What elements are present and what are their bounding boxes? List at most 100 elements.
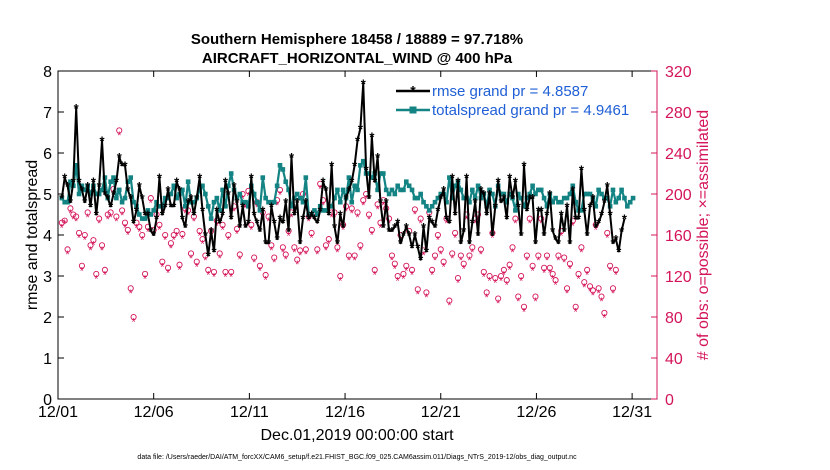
obs-assimilated-point: * <box>94 274 99 286</box>
rmse-point: * <box>608 208 614 223</box>
y-right-tick-label: 120 <box>665 269 692 286</box>
rmse-point: * <box>148 224 154 239</box>
totalspread-point <box>257 208 263 213</box>
y-left-tick-label: 2 <box>43 310 52 327</box>
obs-possible-point <box>173 227 180 234</box>
totalspread-point <box>337 199 343 205</box>
obs-assimilated-point: * <box>525 255 530 267</box>
obs-possible-point <box>417 215 424 222</box>
totalspread-point <box>303 175 309 180</box>
obs-assimilated-point: * <box>195 261 200 273</box>
obs-possible-point <box>581 279 588 286</box>
rmse-point: * <box>550 224 556 239</box>
totalspread-point <box>300 199 306 205</box>
obs-assimilated-point: * <box>192 216 197 228</box>
rmse-point: * <box>99 134 105 149</box>
rmse-point: * <box>593 220 599 235</box>
totalspread-point <box>180 187 185 193</box>
obs-possible-point <box>337 272 344 280</box>
obs-possible-point <box>216 250 223 257</box>
obs-possible-point <box>572 303 579 310</box>
totalspread-point <box>217 208 223 213</box>
rmse-point: * <box>117 150 123 165</box>
obs-assimilated-point: * <box>350 208 355 220</box>
obs-possible-point <box>193 258 200 265</box>
obs-possible-point <box>176 261 183 268</box>
obs-assimilated-point: * <box>599 296 604 308</box>
rmse-point: * <box>544 208 550 223</box>
obs-count-series: ****************************************… <box>58 127 619 329</box>
obs-assimilated-point: * <box>433 255 438 267</box>
obs-assimilated-point: * <box>108 212 113 224</box>
obs-possible-point <box>520 303 528 310</box>
rmse-point: * <box>97 179 103 194</box>
obs-assimilated-point: * <box>203 255 208 267</box>
obs-possible-point <box>90 237 97 244</box>
rmse-point: * <box>467 236 473 251</box>
rmse-point: * <box>387 224 393 239</box>
obs-possible-point <box>308 229 315 236</box>
chart-title-line1: Southern Hemisphere 18458 / 18889 = 97.7… <box>191 31 523 48</box>
obs-assimilated-point: * <box>473 218 478 230</box>
obs-assimilated-point: * <box>608 265 613 277</box>
obs-possible-point <box>555 252 562 259</box>
obs-possible-point <box>282 251 289 258</box>
totalspread-point <box>409 187 415 193</box>
obs-possible-point <box>351 252 358 259</box>
totalspread-point <box>561 195 567 201</box>
rmse-point: * <box>263 236 269 251</box>
rmse-point: * <box>137 179 143 194</box>
totalspread-point <box>122 195 128 201</box>
obs-assimilated-point: * <box>574 306 579 318</box>
obs-possible-point <box>354 209 361 216</box>
rmse-point: * <box>590 191 596 206</box>
rmse-point: * <box>539 203 545 218</box>
rmse-point: * <box>407 228 413 243</box>
obs-possible-point <box>136 223 143 230</box>
totalspread-point <box>114 195 119 201</box>
obs-possible-point <box>434 231 441 239</box>
totalspread-point <box>375 187 380 193</box>
y-right-tick-label: 0 <box>665 392 674 409</box>
rmse-point: * <box>309 208 315 223</box>
totalspread-point <box>358 163 363 168</box>
rmse-point: * <box>91 175 97 190</box>
rmse-point: * <box>200 203 206 218</box>
obs-possible-point <box>586 283 594 290</box>
totalspread-point <box>452 183 458 189</box>
totalspread-point <box>530 183 535 189</box>
obs-possible-point <box>357 242 364 249</box>
obs-assimilated-point: * <box>605 233 610 245</box>
obs-assimilated-point: * <box>545 255 550 267</box>
rmse-point: * <box>108 199 114 214</box>
totalspread-point <box>165 195 171 201</box>
obs-assimilated-point: * <box>215 220 220 232</box>
totalspread-point <box>269 199 274 205</box>
x-axis-label: Dec.01,2019 00:00:00 start <box>260 427 454 444</box>
rmse-point: * <box>174 175 180 190</box>
obs-possible-point <box>159 258 166 265</box>
rmse-point: * <box>145 208 151 223</box>
obs-assimilated-point: * <box>123 222 128 234</box>
rmse-point: * <box>536 203 542 218</box>
obs-possible-point <box>368 226 375 233</box>
totalspread-point <box>254 199 260 205</box>
totalspread-point <box>174 195 179 201</box>
y-axis-left-label: rmse and totalspread <box>24 160 41 310</box>
obs-possible-point <box>156 221 163 228</box>
totalspread-point <box>429 204 435 209</box>
rmse-point: * <box>105 191 111 206</box>
obs-possible-point <box>64 246 71 253</box>
totalspread-point <box>381 171 386 176</box>
obs-possible-point <box>612 266 619 273</box>
totalspread-point <box>349 199 355 205</box>
rmse-point: * <box>596 216 602 231</box>
rmse-point: * <box>372 175 378 190</box>
obs-assimilated-point: * <box>375 204 380 216</box>
totalspread-point <box>157 204 162 209</box>
y-left-tick-label: 3 <box>43 269 52 286</box>
rmse-point: * <box>519 228 525 243</box>
obs-assimilated-point: * <box>553 280 558 292</box>
obs-possible-point <box>167 240 174 247</box>
totalspread-point <box>418 191 423 197</box>
